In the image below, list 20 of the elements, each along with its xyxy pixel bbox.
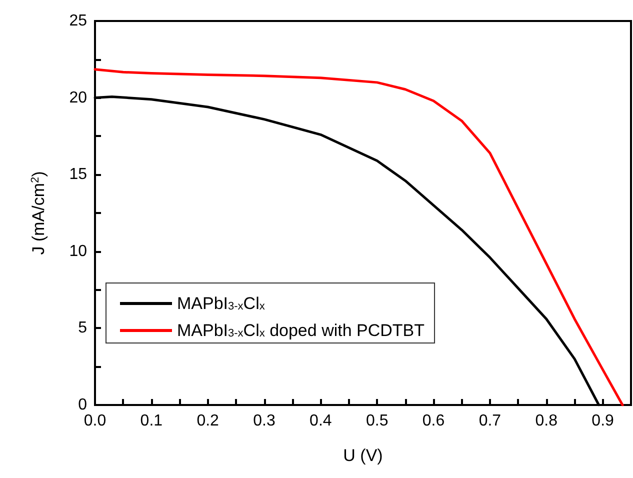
legend-label: MAPbI3-xClx: [177, 294, 266, 313]
x-tick-label: 0.4: [310, 412, 332, 430]
x-tick-label: 0.5: [366, 412, 388, 430]
y-tick-label: 10: [69, 242, 88, 260]
y-tick-label: 25: [69, 12, 88, 30]
x-tick-label: 0.1: [140, 412, 163, 430]
x-tick-label: 0.3: [253, 412, 276, 430]
x-tick-label: 0.7: [478, 412, 502, 430]
x-tick-label: 0.0: [84, 412, 106, 430]
y-tick-label: 5: [78, 320, 88, 337]
legend-label: MAPbI3-xClx doped with PCDTBT: [177, 321, 425, 340]
x-tick-label: 0.2: [196, 412, 220, 430]
x-axis-title: U (V): [343, 446, 383, 465]
y-tick-label: 15: [69, 166, 88, 184]
y-tick-label: 0: [78, 396, 88, 414]
x-tick-label: 0.9: [592, 412, 614, 430]
x-tick-label: 0.6: [422, 412, 445, 430]
y-tick-label: 20: [69, 89, 88, 106]
x-tick-label: 0.8: [535, 412, 558, 430]
y-axis-title: J (mA/cm2): [29, 171, 48, 255]
